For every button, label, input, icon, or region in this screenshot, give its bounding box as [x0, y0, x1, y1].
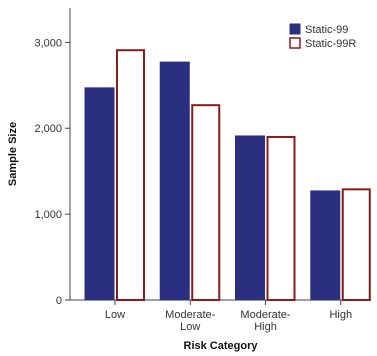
- bars: [84, 49, 371, 302]
- legend-label: Static-99R: [305, 38, 356, 50]
- bar-static-99r-0: [116, 49, 145, 302]
- bar-static-99r-2: [266, 135, 296, 301]
- y-tick-label: 3,000: [34, 37, 62, 49]
- x-tick-label-line: High: [254, 321, 277, 333]
- legend-swatch-static-99r: [289, 37, 301, 49]
- x-tick-label-line: Moderate-: [165, 309, 215, 321]
- x-tick-label: High: [329, 309, 352, 321]
- y-tick-label: 0: [56, 295, 62, 307]
- x-axis-title: Risk Category: [184, 340, 259, 352]
- bar-static-99r-3: [341, 188, 371, 301]
- y-tick-label: 1,000: [34, 209, 62, 221]
- y-axis-title: Sample Size: [7, 122, 19, 186]
- bar-static-99r-1: [191, 104, 221, 301]
- x-tick-label: Moderate-Low: [165, 309, 215, 333]
- x-tick-label-line: High: [329, 309, 352, 321]
- bar-static-99-3: [310, 190, 341, 301]
- x-tick-label-line: Low: [180, 321, 200, 333]
- bar-static-99-2: [235, 135, 265, 301]
- y-tick-label: 2,000: [34, 123, 62, 135]
- bar-static-99-1: [159, 61, 190, 301]
- legend: Static-99 Static-99R: [289, 23, 356, 50]
- legend-label: Static-99: [305, 24, 348, 36]
- x-tick-label-line: Low: [105, 309, 125, 321]
- x-tick-label: Low: [105, 309, 125, 321]
- x-tick-label-line: Moderate-: [240, 309, 290, 321]
- x-tick-label: Moderate-High: [240, 309, 290, 333]
- legend-swatch-static-99: [289, 23, 301, 35]
- bar-static-99-0: [84, 87, 115, 301]
